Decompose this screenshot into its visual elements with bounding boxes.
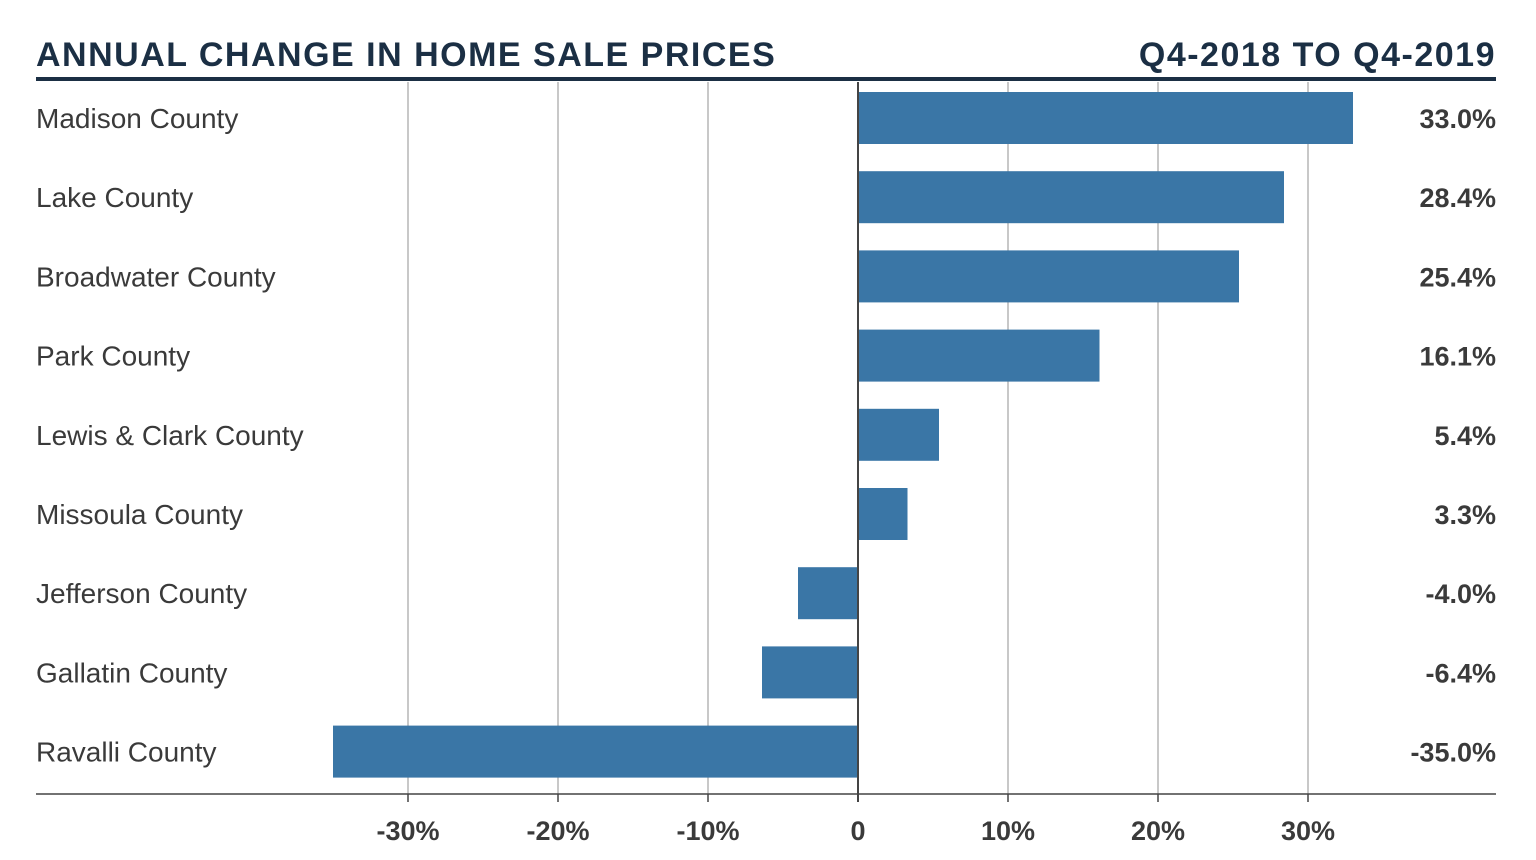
value-label: 16.1% (1419, 342, 1496, 372)
value-label: -4.0% (1425, 579, 1496, 609)
grid-lines (407, 82, 1309, 794)
category-label: Broadwater County (36, 261, 276, 292)
value-label: 25.4% (1419, 262, 1496, 292)
header-rule (36, 77, 1496, 81)
bar (762, 646, 858, 699)
category-label: Ravalli County (36, 737, 217, 768)
category-label: Jefferson County (36, 578, 247, 609)
chart-period: Q4-2018 TO Q4-2019 (1138, 36, 1496, 74)
bars (333, 92, 1353, 778)
category-label: Gallatin County (36, 657, 227, 688)
tick-label: 0 (850, 816, 865, 846)
tick-label: -20% (526, 816, 589, 846)
bar (858, 329, 1100, 382)
category-label: Lewis & Clark County (36, 420, 304, 451)
bar (798, 567, 858, 620)
tick-label: -30% (376, 816, 439, 846)
value-label: 5.4% (1434, 421, 1496, 451)
tick-label: 20% (1131, 816, 1185, 846)
bar (333, 725, 858, 778)
category-label: Park County (36, 341, 190, 372)
bar (858, 171, 1284, 224)
category-label: Lake County (36, 182, 193, 213)
tick-label: -10% (676, 816, 739, 846)
value-label: -35.0% (1410, 738, 1496, 768)
value-label: 3.3% (1434, 500, 1496, 530)
chart-title: ANNUAL CHANGE IN HOME SALE PRICES (36, 36, 777, 74)
axes (36, 82, 1496, 802)
value-label: -6.4% (1425, 658, 1496, 688)
category-label: Missoula County (36, 499, 243, 530)
tick-label: 30% (1281, 816, 1335, 846)
value-label: 28.4% (1419, 183, 1496, 213)
labels: Madison County Lake County Broadwater Coun… (36, 103, 1496, 846)
bar (858, 92, 1353, 144)
value-label: 33.0% (1419, 104, 1496, 134)
bar (858, 488, 908, 540)
tick-label: 10% (981, 816, 1035, 846)
bar (858, 408, 939, 461)
category-label: Madison County (36, 103, 238, 134)
bar (858, 250, 1239, 303)
